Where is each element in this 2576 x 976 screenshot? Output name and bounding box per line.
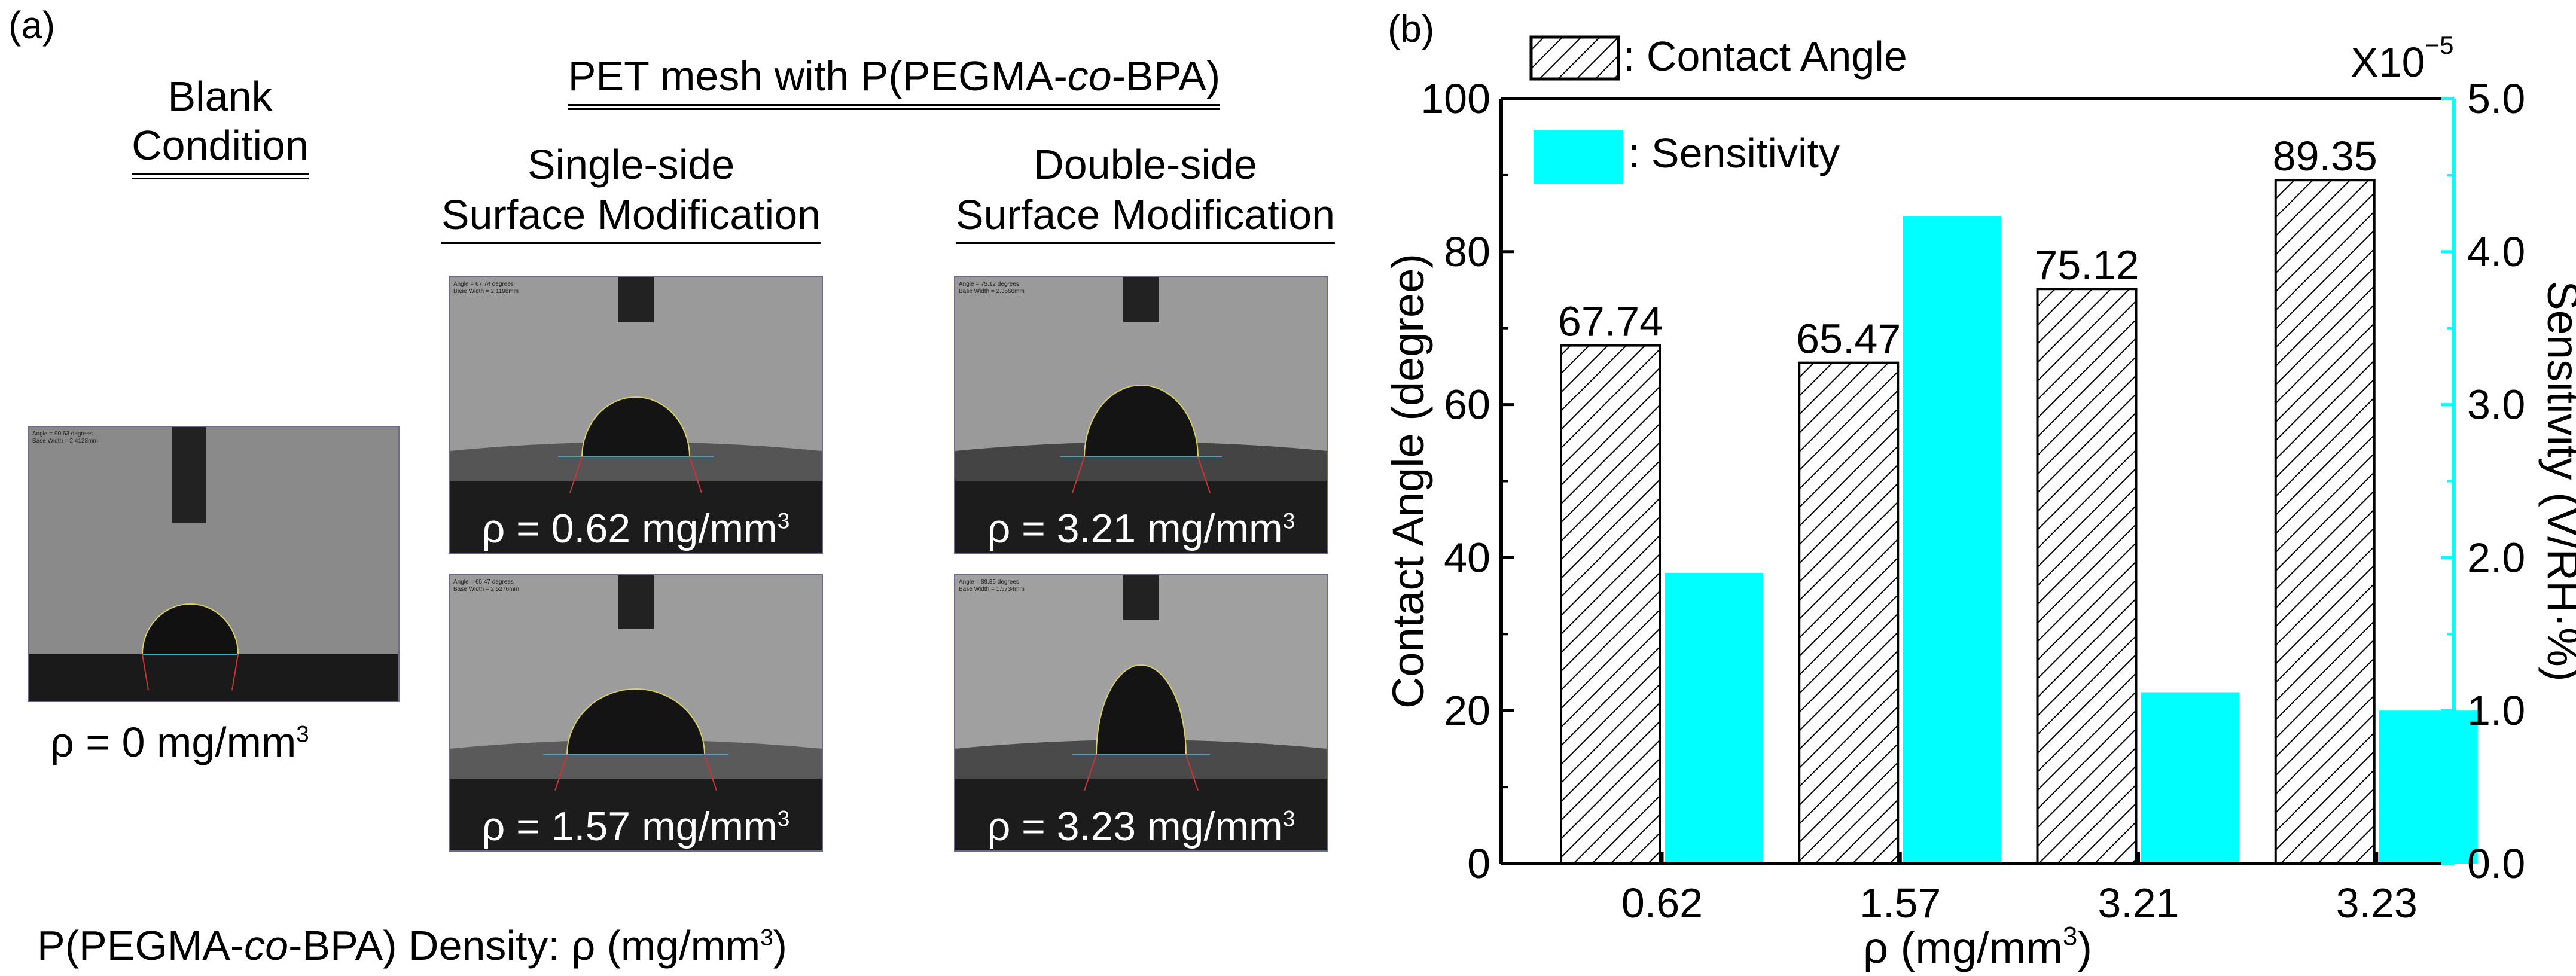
single-side-line2: Surface Modification (441, 194, 821, 244)
legend-swatch-contact-angle (1529, 35, 1620, 81)
y-right-tick-label: 1.0 (2467, 687, 2525, 734)
droplet-image-double-top: Angle = 75.12 degrees Base Width = 2.3566… (954, 276, 1328, 554)
double-side-title: Double-side Surface Modification (955, 141, 1336, 244)
x-tick-label: 0.62 (1621, 880, 1703, 926)
y-left-axis-label: Contact Angle (degree) (1383, 254, 1433, 709)
angle-readout: Angle = 89.35 degrees Base Width = 1.5734… (959, 579, 1025, 593)
contact-angle-bar (1560, 344, 1661, 865)
y-right-tick-label: 5.0 (2467, 75, 2525, 122)
y-left-tick-label: 100 (1420, 75, 1490, 122)
legend-label-sensitivity: : Sensitivity (1628, 130, 1840, 176)
x-tick-label: 3.21 (2098, 880, 2179, 926)
panel-a-label: (a) (8, 4, 56, 47)
angle-readout: Angle = 75.12 degrees Base Width = 2.3566… (959, 281, 1025, 295)
x-tick-label: 3.23 (2336, 880, 2418, 926)
blank-title-line2: Condition (132, 124, 309, 179)
data-label: 67.74 (1558, 298, 1663, 345)
single-side-line1: Single-side (527, 141, 735, 188)
legend-label-contact-angle: : Contact Angle (1623, 33, 1907, 80)
density-label: ρ = 0.62 mg/mm3 (481, 506, 790, 551)
double-side-line1: Double-side (1034, 141, 1257, 188)
contact-angle-sensitivity-chart: 67.74 0.62 65.47 1.57 75.12 3.21 89.35 3.23 0 20 4… (1376, 0, 2576, 976)
y-right-axis-label: Sensitivity (V/RH·%) (2538, 280, 2576, 681)
group-title-text: PET mesh with P(PEGMA-co-BPA) (568, 53, 1221, 99)
single-side-title: Single-side Surface Modification (441, 144, 821, 244)
y-left-tick-label: 0 (1467, 840, 1490, 887)
y-left-tick-label: 20 (1444, 687, 1490, 734)
data-label: 65.47 (1796, 316, 1901, 362)
blank-title: Blank Condition (132, 75, 309, 179)
sensitivity-bar (1903, 216, 2002, 864)
contact-angle-bar (1798, 361, 1900, 865)
right-axis-multiplier: X10−5 (2351, 31, 2453, 86)
double-side-line2: Surface Modification (955, 194, 1336, 244)
blank-rho-label: ρ = 0 mg/mm3 (50, 719, 309, 765)
droplet-image-double-bottom: Angle = 89.35 degrees Base Width = 1.5734… (954, 574, 1328, 852)
sensitivity-bar (1665, 572, 1763, 864)
density-footer: P(PEGMA-co-BPA) Density: ρ (mg/mm3) (37, 922, 787, 969)
y-right-tick-label: 3.0 (2467, 382, 2525, 428)
y-left-tick-label: 40 (1444, 534, 1490, 581)
contact-angle-bar (2036, 288, 2138, 865)
sensitivity-bar (2379, 710, 2478, 864)
panel-b-label: (b) (1388, 7, 1434, 50)
y-left-tick-label: 80 (1444, 228, 1490, 275)
droplet-image-single-top: Angle = 67.74 degrees Base Width = 2.1198… (449, 276, 823, 554)
droplet-image-single-bottom: Angle = 65.47 degrees Base Width = 2.5276… (449, 574, 823, 852)
sensitivity-bar (2141, 692, 2240, 864)
y-right-tick-label: 2.0 (2467, 534, 2525, 581)
y-right-tick-label: 4.0 (2467, 228, 2525, 275)
chart-svg: 67.74 0.62 65.47 1.57 75.12 3.21 89.35 3.23 0 20 4… (1383, 7, 2576, 972)
legend-swatch-sensitivity (1534, 130, 1623, 184)
x-axis-label: ρ (mg/mm3) (1863, 922, 2092, 972)
data-label: 89.35 (2273, 133, 2377, 179)
blank-title-line1: Blank (167, 73, 273, 120)
angle-readout: Angle = 67.74 degrees Base Width = 2.1198… (453, 281, 519, 295)
density-label: ρ = 3.23 mg/mm3 (987, 804, 1295, 849)
angle-readout: Angle = 65.47 degrees Base Width = 2.5276… (453, 579, 519, 593)
data-label: 75.12 (2034, 242, 2139, 288)
density-label: ρ = 3.21 mg/mm3 (987, 506, 1295, 551)
group-title: PET mesh with P(PEGMA-co-BPA) (568, 53, 1221, 110)
y-right-tick-label: 0.0 (2467, 840, 2525, 887)
blank-droplet-image: Angle = 90.63 degrees Base Width = 2.412… (28, 426, 400, 702)
x-tick-label: 1.57 (1859, 880, 1941, 926)
y-left-tick-label: 60 (1444, 382, 1490, 428)
density-label: ρ = 1.57 mg/mm3 (481, 804, 790, 849)
blank-angle-readout: Angle = 90.63 degrees Base Width = 2.412… (32, 431, 98, 444)
contact-angle-bar (2274, 179, 2376, 865)
